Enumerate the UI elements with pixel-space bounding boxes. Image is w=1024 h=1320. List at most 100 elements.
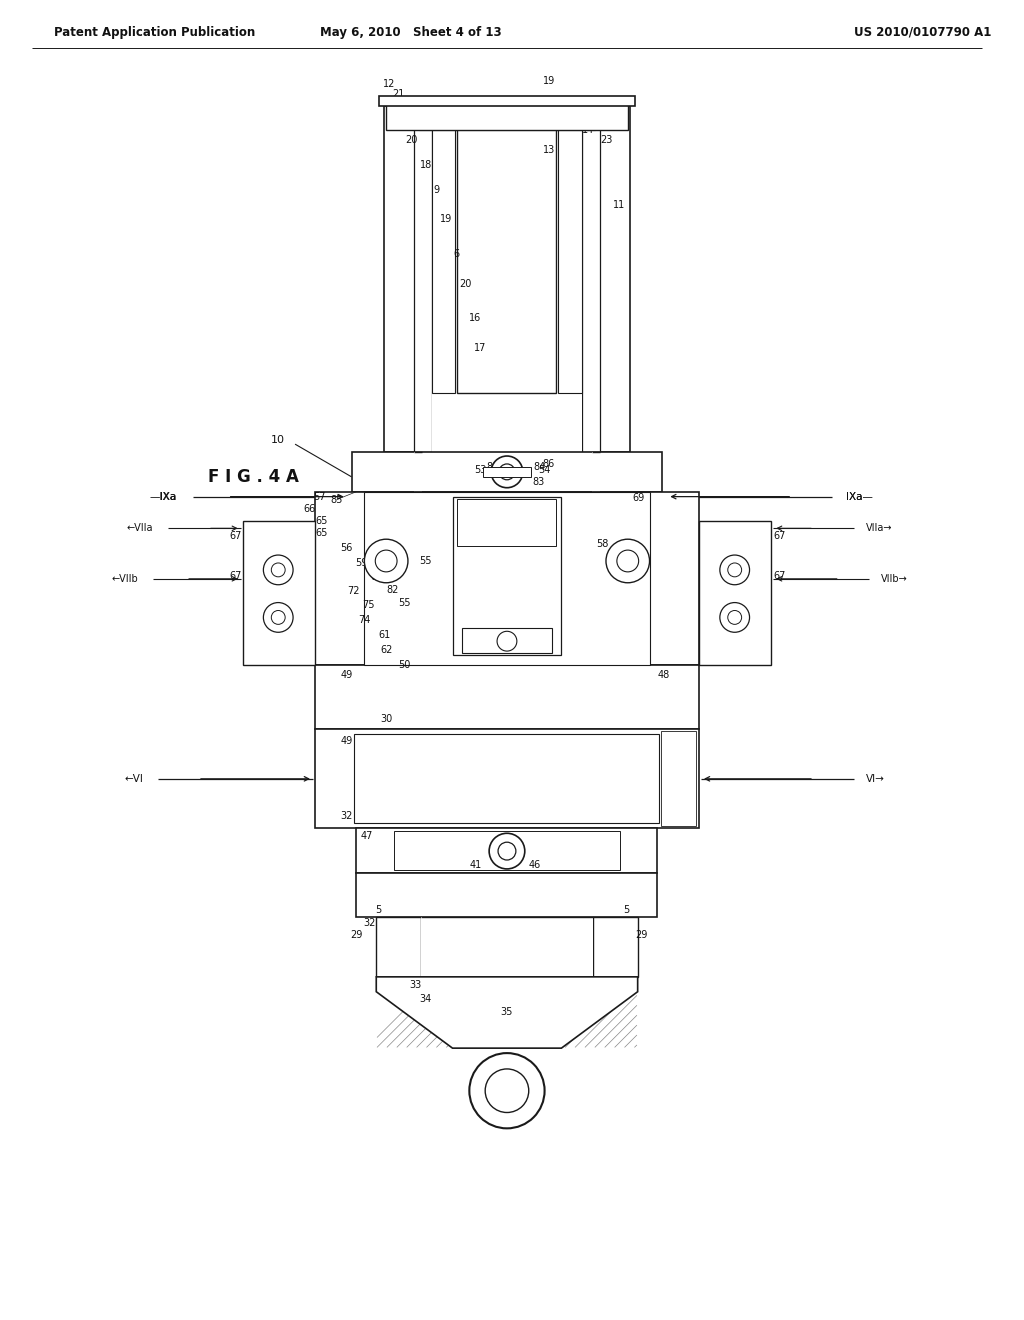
Bar	[314, 730, 699, 829]
Text: 81b: 81b	[525, 595, 544, 606]
Text: ←VI: ←VI	[125, 774, 143, 784]
Text: 60: 60	[528, 572, 541, 582]
Text: 67: 67	[773, 531, 785, 541]
Bar	[243, 521, 314, 665]
Circle shape	[489, 833, 524, 869]
Bar	[414, 451, 422, 491]
Circle shape	[720, 554, 750, 585]
Text: 80: 80	[494, 623, 506, 634]
Circle shape	[492, 455, 523, 487]
Bar	[354, 734, 659, 824]
Text: 78: 78	[493, 610, 505, 619]
Text: 59: 59	[355, 558, 368, 568]
Text: 9: 9	[433, 185, 439, 194]
Text: 67: 67	[229, 531, 242, 541]
Text: 5: 5	[375, 904, 381, 915]
Text: ←VIIb: ←VIIb	[112, 574, 138, 583]
Text: 49: 49	[340, 669, 352, 680]
Circle shape	[365, 539, 408, 582]
Bar	[558, 115, 583, 392]
Text: 81a: 81a	[464, 595, 482, 606]
Circle shape	[728, 610, 741, 624]
Bar	[394, 832, 620, 870]
Text: 50: 50	[397, 660, 411, 671]
Text: ←VIIa: ←VIIa	[127, 523, 154, 533]
Text: 49: 49	[340, 737, 352, 746]
Circle shape	[498, 842, 516, 861]
Bar	[376, 917, 421, 977]
Text: IXa: IXa	[846, 491, 862, 502]
Text: 60: 60	[370, 572, 382, 582]
Text: 43: 43	[499, 859, 511, 870]
Text: —IXa: —IXa	[150, 491, 176, 502]
Text: 41: 41	[469, 859, 481, 870]
Text: 54: 54	[539, 465, 551, 475]
Text: 57: 57	[313, 491, 326, 502]
Text: VI→: VI→	[866, 774, 886, 784]
Bar	[583, 106, 600, 451]
Text: F I G . 4 A: F I G . 4 A	[208, 467, 299, 486]
Text: 12: 12	[383, 79, 395, 88]
Text: 82: 82	[386, 585, 398, 595]
Bar	[432, 115, 456, 392]
Circle shape	[263, 554, 293, 585]
Circle shape	[728, 562, 741, 577]
Bar	[483, 467, 530, 477]
Circle shape	[375, 550, 397, 572]
Bar	[463, 628, 552, 653]
Text: 85: 85	[331, 495, 343, 504]
Text: 53: 53	[474, 465, 486, 475]
Bar	[592, 451, 600, 491]
Bar	[699, 521, 771, 665]
Text: 89: 89	[495, 471, 507, 482]
Text: 65: 65	[315, 516, 328, 527]
Text: 32: 32	[364, 919, 376, 928]
Text: VIIa→: VIIa→	[866, 523, 893, 533]
Text: 69: 69	[633, 492, 645, 503]
Bar	[458, 499, 556, 546]
Text: VIIb→: VIIb→	[882, 574, 908, 583]
Bar	[414, 106, 432, 451]
Circle shape	[485, 1069, 528, 1113]
Text: 72: 72	[347, 586, 359, 595]
Bar	[453, 496, 561, 655]
Text: 6: 6	[454, 249, 460, 259]
Circle shape	[606, 539, 649, 582]
Bar	[421, 917, 593, 977]
Text: 61: 61	[378, 630, 390, 640]
Text: May 6, 2010   Sheet 4 of 13: May 6, 2010 Sheet 4 of 13	[321, 25, 502, 38]
Text: 48: 48	[657, 669, 670, 680]
Text: 35: 35	[501, 1007, 513, 1016]
Bar	[384, 106, 422, 451]
Text: 65: 65	[315, 528, 328, 539]
Text: 56: 56	[340, 543, 352, 553]
Text: 69: 69	[636, 550, 648, 560]
Text: 20: 20	[406, 135, 418, 145]
Bar	[314, 491, 699, 665]
Bar	[365, 491, 649, 665]
Bar	[458, 111, 556, 392]
Text: 22: 22	[395, 103, 409, 112]
Bar	[379, 95, 635, 106]
Bar	[593, 917, 638, 977]
Text: 14: 14	[582, 125, 594, 135]
Circle shape	[720, 602, 750, 632]
Text: IXa: IXa	[160, 491, 176, 502]
Text: 86: 86	[543, 459, 555, 469]
Circle shape	[469, 1053, 545, 1129]
Circle shape	[271, 610, 285, 624]
Text: 63: 63	[544, 610, 556, 619]
Text: 19: 19	[440, 214, 453, 224]
Text: 5: 5	[624, 904, 630, 915]
Text: 10: 10	[271, 436, 285, 445]
Bar	[432, 106, 583, 451]
Text: 21: 21	[392, 88, 404, 99]
Text: 29: 29	[350, 931, 362, 940]
Bar	[356, 829, 657, 873]
Text: 46: 46	[528, 859, 541, 870]
Text: 74: 74	[358, 615, 371, 626]
Text: 17: 17	[474, 343, 486, 352]
Bar	[592, 106, 630, 451]
Text: 29: 29	[636, 931, 648, 940]
Text: 67: 67	[773, 570, 785, 581]
